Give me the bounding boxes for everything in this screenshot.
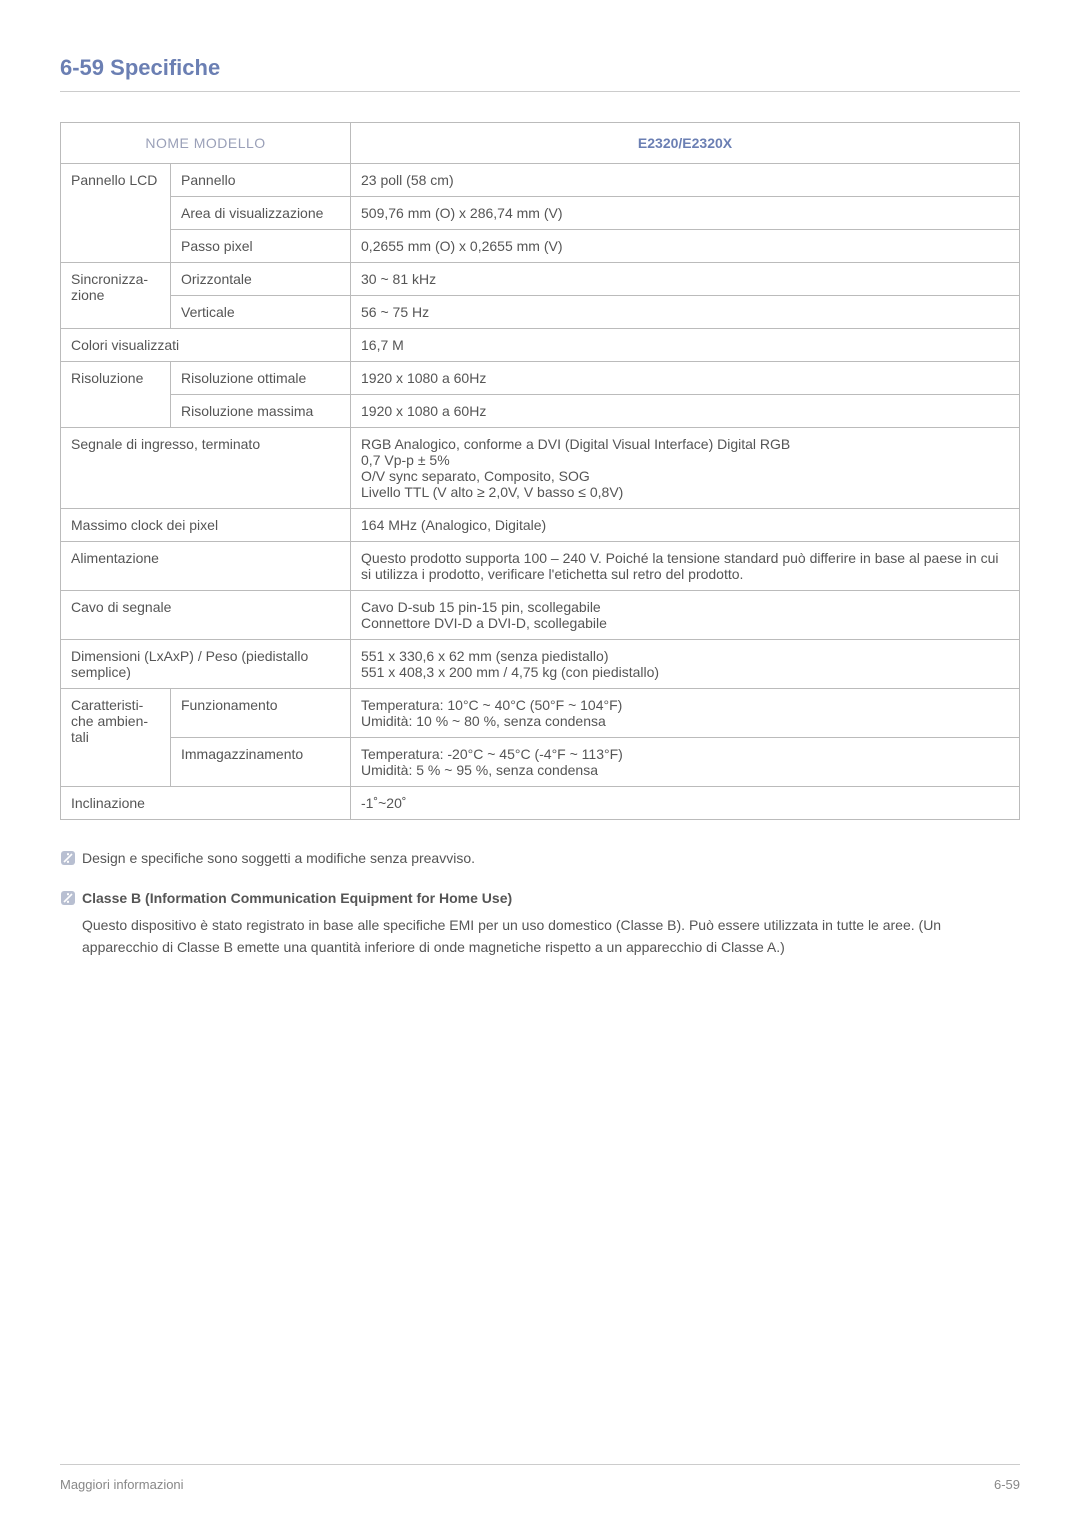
- spec-sublabel: Area di visualizzazione: [171, 197, 351, 230]
- spec-value: 56 ~ 75 Hz: [351, 296, 1020, 329]
- spec-value: 0,2655 mm (O) x 0,2655 mm (V): [351, 230, 1020, 263]
- table-row: Caratteristi- che ambien- taliFunzioname…: [61, 689, 1020, 738]
- spec-value: RGB Analogico, conforme a DVI (Digital V…: [351, 428, 1020, 509]
- spec-value: Questo prodotto supporta 100 – 240 V. Po…: [351, 542, 1020, 591]
- table-row: RisoluzioneRisoluzione ottimale1920 x 10…: [61, 362, 1020, 395]
- table-row: ImmagazzinamentoTemperatura: -20°C ~ 45°…: [61, 738, 1020, 787]
- page: 6-59 Specifiche NOME MODELLO E2320/E2320…: [0, 0, 1080, 1527]
- table-row: Area di visualizzazione509,76 mm (O) x 2…: [61, 197, 1020, 230]
- spec-value: 509,76 mm (O) x 286,74 mm (V): [351, 197, 1020, 230]
- spec-label: Cavo di segnale: [61, 591, 351, 640]
- footer-left: Maggiori informazioni: [60, 1477, 184, 1492]
- table-row: Sincronizza- zioneOrizzontale30 ~ 81 kHz: [61, 263, 1020, 296]
- table-row: Segnale di ingresso, terminatoRGB Analog…: [61, 428, 1020, 509]
- table-row: Risoluzione massima1920 x 1080 a 60Hz: [61, 395, 1020, 428]
- spec-label: Inclinazione: [61, 787, 351, 820]
- spec-sublabel: Risoluzione ottimale: [171, 362, 351, 395]
- page-title: 6-59 Specifiche: [60, 55, 1020, 92]
- table-row: Massimo clock dei pixel164 MHz (Analogic…: [61, 509, 1020, 542]
- spec-table: NOME MODELLO E2320/E2320X Pannello LCDPa…: [60, 122, 1020, 820]
- spec-value: 551 x 330,6 x 62 mm (senza piedistallo) …: [351, 640, 1020, 689]
- spec-sublabel: Risoluzione massima: [171, 395, 351, 428]
- spec-value: 16,7 M: [351, 329, 1020, 362]
- spec-label: Colori visualizzati: [61, 329, 351, 362]
- spec-label: Segnale di ingresso, terminato: [61, 428, 351, 509]
- table-row: Verticale56 ~ 75 Hz: [61, 296, 1020, 329]
- spec-value: Temperatura: -20°C ~ 45°C (-4°F ~ 113°F)…: [351, 738, 1020, 787]
- table-row: AlimentazioneQuesto prodotto supporta 10…: [61, 542, 1020, 591]
- note-row: Classe B (Information Communication Equi…: [60, 888, 1020, 959]
- spec-label: Caratteristi- che ambien- tali: [61, 689, 171, 787]
- note-icon: [60, 850, 82, 866]
- note-row: Design e specifiche sono soggetti a modi…: [60, 848, 1020, 870]
- spec-value: 1920 x 1080 a 60Hz: [351, 362, 1020, 395]
- spec-value: Temperatura: 10°C ~ 40°C (50°F ~ 104°F) …: [351, 689, 1020, 738]
- spec-sublabel: Passo pixel: [171, 230, 351, 263]
- spec-value: 23 poll (58 cm): [351, 164, 1020, 197]
- table-row: Pannello LCDPannello23 poll (58 cm): [61, 164, 1020, 197]
- note-text: Design e specifiche sono soggetti a modi…: [82, 848, 1020, 870]
- spec-value: 1920 x 1080 a 60Hz: [351, 395, 1020, 428]
- spec-sublabel: Verticale: [171, 296, 351, 329]
- table-header-row: NOME MODELLO E2320/E2320X: [61, 123, 1020, 164]
- spec-label: Massimo clock dei pixel: [61, 509, 351, 542]
- notes-block: Design e specifiche sono soggetti a modi…: [60, 848, 1020, 959]
- spec-sublabel: Funzionamento: [171, 689, 351, 738]
- table-row: Cavo di segnaleCavo D-sub 15 pin-15 pin,…: [61, 591, 1020, 640]
- spec-label: Alimentazione: [61, 542, 351, 591]
- spec-sublabel: Orizzontale: [171, 263, 351, 296]
- table-row: Inclinazione-1˚~20˚: [61, 787, 1020, 820]
- spec-sublabel: Pannello: [171, 164, 351, 197]
- table-row: Passo pixel0,2655 mm (O) x 0,2655 mm (V): [61, 230, 1020, 263]
- spec-label: Pannello LCD: [61, 164, 171, 263]
- note-heading: Classe B (Information Communication Equi…: [82, 888, 1020, 910]
- spec-value: 30 ~ 81 kHz: [351, 263, 1020, 296]
- spec-label: Sincronizza- zione: [61, 263, 171, 329]
- footer-right: 6-59: [994, 1477, 1020, 1492]
- note-body: Design e specifiche sono soggetti a modi…: [82, 848, 1020, 870]
- header-nome-modello: NOME MODELLO: [61, 123, 351, 164]
- spec-label: Risoluzione: [61, 362, 171, 428]
- table-row: Dimensioni (LxAxP) / Peso (piedistallo s…: [61, 640, 1020, 689]
- spec-value: Cavo D-sub 15 pin-15 pin, scollegabile C…: [351, 591, 1020, 640]
- note-body: Classe B (Information Communication Equi…: [82, 888, 1020, 959]
- header-model: E2320/E2320X: [351, 123, 1020, 164]
- spec-value: 164 MHz (Analogico, Digitale): [351, 509, 1020, 542]
- spec-label: Dimensioni (LxAxP) / Peso (piedistallo s…: [61, 640, 351, 689]
- spec-sublabel: Immagazzinamento: [171, 738, 351, 787]
- table-row: Colori visualizzati16,7 M: [61, 329, 1020, 362]
- note-icon: [60, 890, 82, 906]
- note-text: Questo dispositivo è stato registrato in…: [82, 915, 1020, 958]
- page-footer: Maggiori informazioni 6-59: [60, 1464, 1020, 1492]
- spec-value: -1˚~20˚: [351, 787, 1020, 820]
